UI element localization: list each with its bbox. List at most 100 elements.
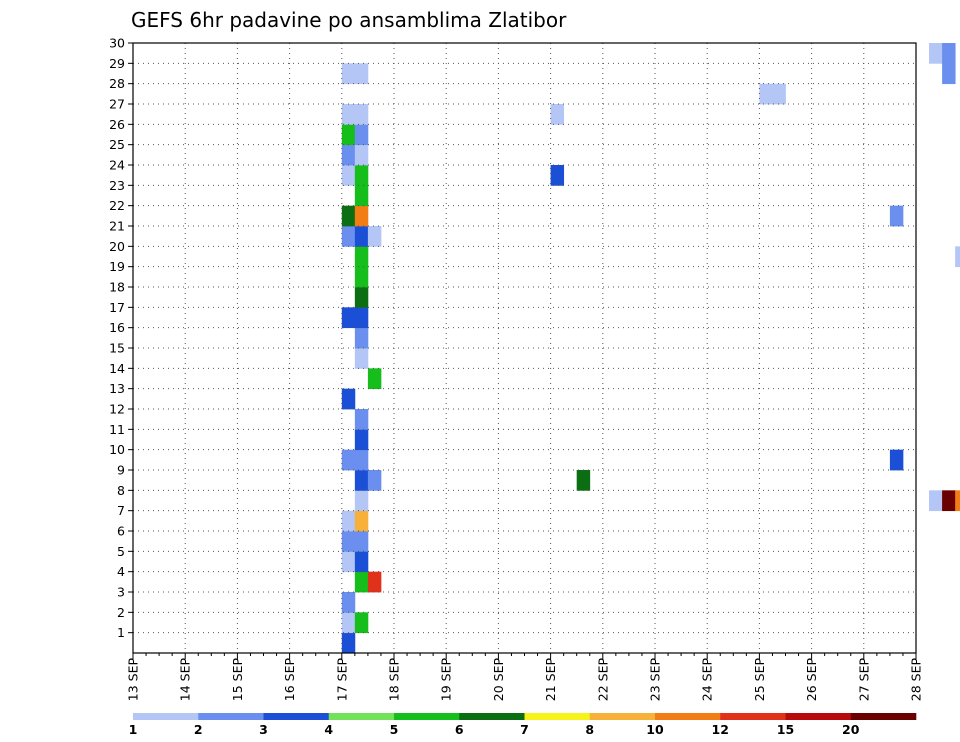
heatmap-cell bbox=[942, 63, 955, 84]
heatmap-cell bbox=[342, 511, 355, 532]
x-tick-label: 17 SEP bbox=[334, 658, 349, 702]
y-tick-label: 1 bbox=[117, 625, 125, 640]
heatmap-cell bbox=[342, 63, 355, 84]
legend-label: 12 bbox=[712, 722, 729, 737]
y-tick-label: 26 bbox=[109, 117, 125, 132]
legend-color-swatch bbox=[264, 713, 330, 720]
heatmap-cell bbox=[355, 470, 368, 491]
x-tick-label: 24 SEP bbox=[700, 658, 715, 702]
heatmap-cell bbox=[772, 84, 785, 105]
heatmap-cell bbox=[355, 551, 368, 572]
legend-label: 6 bbox=[455, 722, 464, 737]
heatmap-cell bbox=[342, 206, 355, 227]
heatmap-cell bbox=[890, 206, 903, 227]
heatmap-cell bbox=[342, 633, 355, 654]
legend-color-swatch bbox=[525, 713, 591, 720]
heatmap-cell bbox=[355, 511, 368, 532]
heatmap-cell bbox=[342, 450, 355, 471]
heatmap-cell bbox=[355, 206, 368, 227]
y-tick-label: 16 bbox=[109, 320, 125, 335]
legend-color-swatch bbox=[590, 713, 656, 720]
heatmap-cell bbox=[355, 572, 368, 593]
legend-label: 4 bbox=[324, 722, 333, 737]
heatmap-cell bbox=[355, 145, 368, 166]
precipitation-ensemble-chart: GEFS 6hr padavine po ansamblima Zlatibor… bbox=[0, 0, 960, 742]
heatmap-cell bbox=[355, 267, 368, 288]
heatmap-cell bbox=[890, 450, 903, 471]
x-tick-label: 25 SEP bbox=[752, 658, 767, 702]
heatmap-cell bbox=[355, 63, 368, 84]
legend-color-swatch bbox=[198, 713, 264, 720]
heatmap-cell bbox=[955, 490, 960, 511]
x-tick-label: 22 SEP bbox=[595, 658, 610, 702]
legend-color-swatch bbox=[720, 713, 786, 720]
heatmap-cell bbox=[368, 368, 381, 389]
heatmap-cell bbox=[342, 145, 355, 166]
x-tick-label: 23 SEP bbox=[648, 658, 663, 702]
grid-lines bbox=[133, 43, 916, 653]
heatmap-cell bbox=[942, 490, 955, 511]
heatmap-cell bbox=[942, 43, 955, 64]
legend-color-swatch bbox=[786, 713, 852, 720]
y-tick-label: 27 bbox=[109, 97, 125, 112]
heatmap-cell bbox=[355, 185, 368, 206]
y-tick-label: 3 bbox=[117, 585, 125, 600]
x-tick-label: 21 SEP bbox=[543, 658, 558, 702]
heatmap-cell bbox=[355, 429, 368, 450]
y-tick-label: 19 bbox=[109, 259, 125, 274]
y-tick-label: 17 bbox=[109, 300, 125, 315]
y-tick-label: 2 bbox=[117, 605, 125, 620]
heatmap-cell bbox=[342, 389, 355, 410]
heatmap-cell bbox=[355, 104, 368, 125]
legend-label: 3 bbox=[259, 722, 268, 737]
heatmap-cell bbox=[355, 246, 368, 267]
y-tick-label: 13 bbox=[109, 381, 125, 396]
x-tick-label: 13 SEP bbox=[126, 658, 141, 702]
heatmap-cell bbox=[368, 470, 381, 491]
legend-label: 5 bbox=[390, 722, 399, 737]
heatmap-cell bbox=[355, 328, 368, 349]
heatmap-cell bbox=[342, 612, 355, 633]
legend-label: 8 bbox=[585, 722, 594, 737]
heatmap-cell bbox=[355, 348, 368, 369]
heatmap-cell bbox=[342, 104, 355, 125]
legend-label: 20 bbox=[842, 722, 860, 737]
heatmap-cell bbox=[551, 165, 564, 186]
heatmap-cell bbox=[342, 531, 355, 552]
legend-label: 7 bbox=[520, 722, 529, 737]
heatmap-cell bbox=[355, 226, 368, 247]
heatmap-cells bbox=[342, 43, 960, 653]
legend-color-swatch bbox=[133, 713, 199, 720]
x-tick-label: 18 SEP bbox=[387, 658, 402, 702]
x-tick-label: 14 SEP bbox=[178, 658, 193, 702]
x-axis: 13 SEP 14 SEP 15 SEP 16 SEP 17 SEP 18 SEP 19 S… bbox=[126, 653, 924, 701]
x-tick-label: 19 SEP bbox=[439, 658, 454, 702]
x-tick-label: 26 SEP bbox=[804, 658, 819, 702]
heatmap-cell bbox=[355, 287, 368, 308]
x-tick-label: 28 SEP bbox=[909, 658, 924, 702]
x-tick-label: 15 SEP bbox=[230, 658, 245, 702]
heatmap-cell bbox=[955, 246, 960, 267]
heatmap-cell bbox=[355, 531, 368, 552]
heatmap-cell bbox=[368, 572, 381, 593]
heatmap-cell bbox=[355, 490, 368, 511]
y-tick-label: 20 bbox=[109, 239, 125, 254]
heatmap-cell bbox=[342, 592, 355, 613]
y-tick-label: 24 bbox=[109, 158, 125, 173]
legend-color-swatch bbox=[655, 713, 721, 720]
heatmap-cell bbox=[342, 165, 355, 186]
legend-label: 1 bbox=[129, 722, 138, 737]
heatmap-cell bbox=[551, 104, 564, 125]
y-tick-label: 15 bbox=[109, 341, 125, 356]
y-tick-label: 7 bbox=[117, 503, 125, 518]
heatmap-cell bbox=[355, 409, 368, 430]
y-tick-label: 22 bbox=[109, 198, 125, 213]
y-tick-label: 11 bbox=[109, 422, 125, 437]
y-tick-label: 21 bbox=[109, 219, 125, 234]
legend-color-swatch bbox=[329, 713, 395, 720]
y-tick-label: 25 bbox=[109, 137, 125, 152]
y-tick-label: 14 bbox=[109, 361, 125, 376]
heatmap-cell bbox=[759, 84, 772, 105]
heatmap-cell bbox=[342, 226, 355, 247]
legend-color-swatch bbox=[459, 713, 525, 720]
